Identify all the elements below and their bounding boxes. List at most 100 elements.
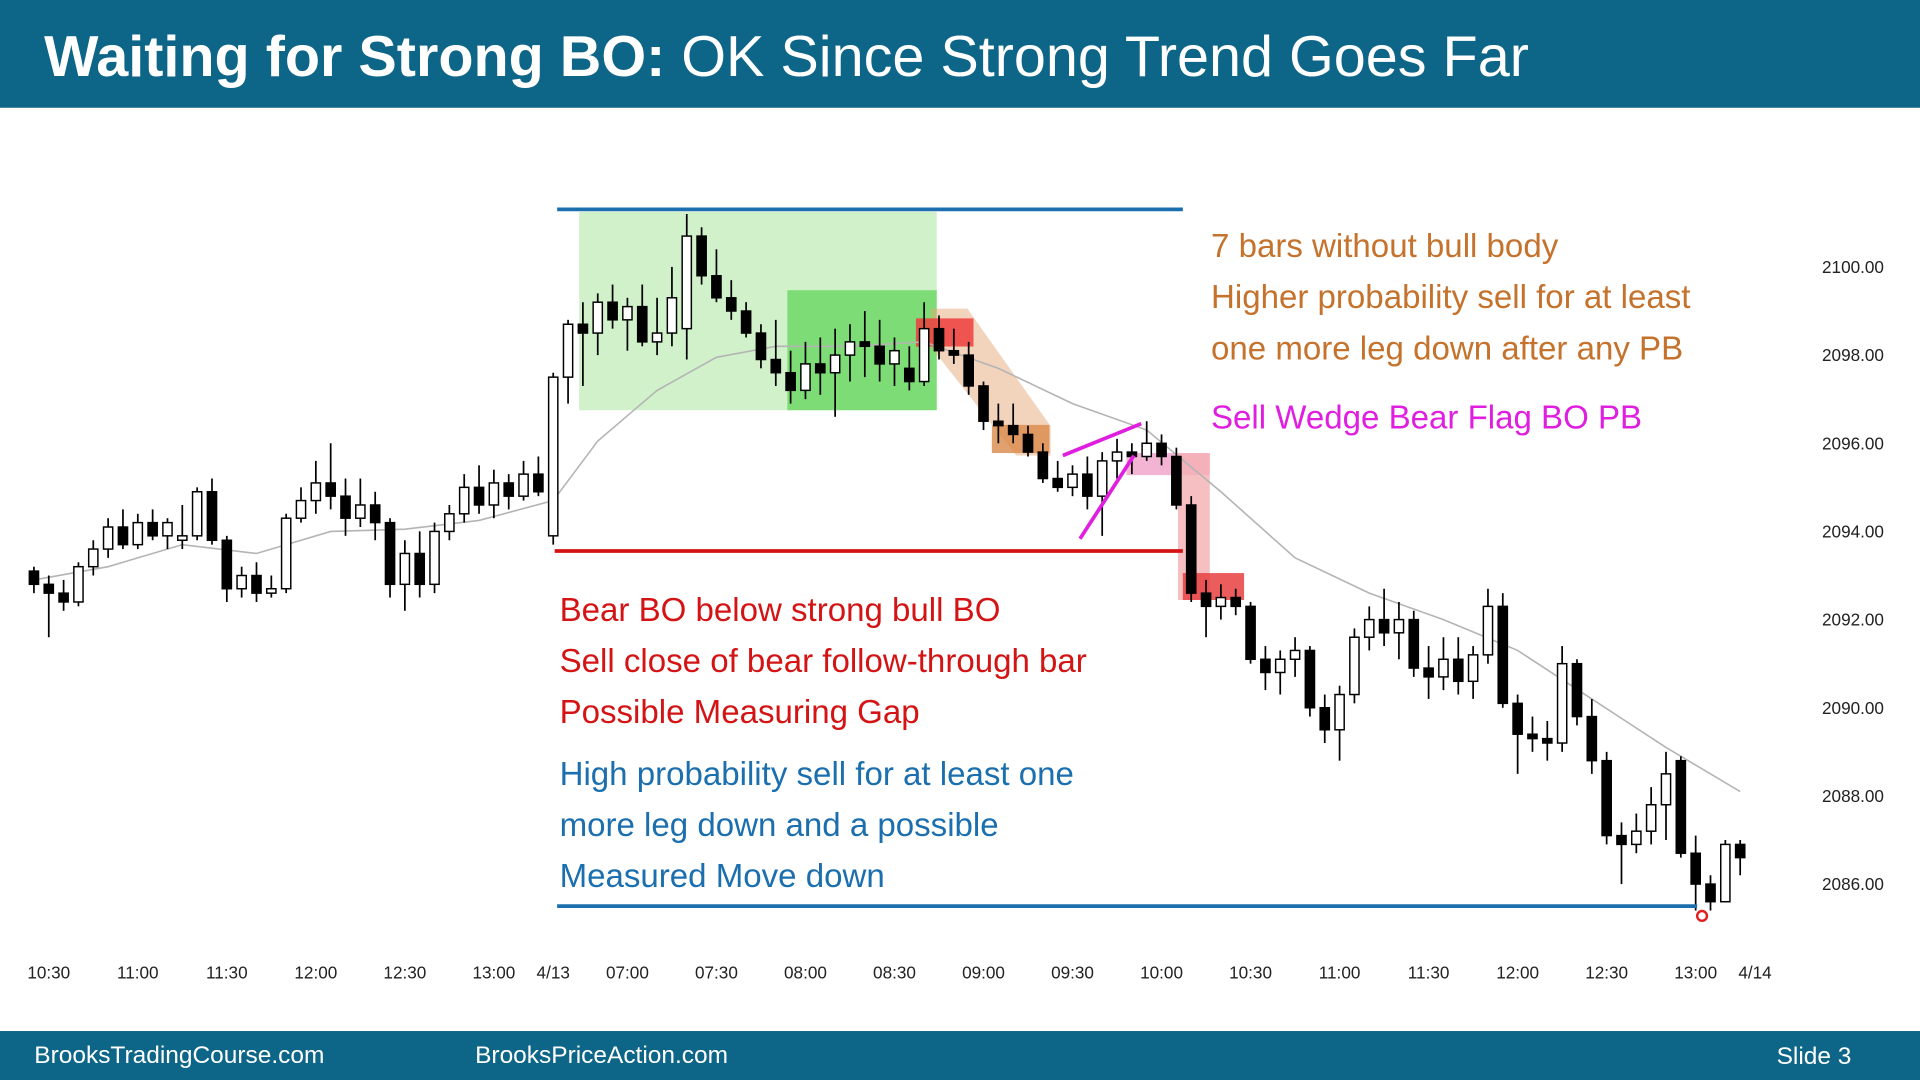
x-tick-label: 09:30 xyxy=(1051,962,1094,982)
candle-body-down xyxy=(1304,649,1316,709)
candle-body-down xyxy=(325,482,337,497)
x-tick-label: 12:30 xyxy=(1585,962,1628,982)
candle-body-down xyxy=(740,310,752,334)
candle-body-down xyxy=(1185,504,1197,594)
candle-body-down xyxy=(1586,715,1598,762)
candle-body-up xyxy=(162,521,173,537)
candle-body-up xyxy=(562,323,574,378)
candle-body-up xyxy=(191,491,203,537)
x-tick-label: 11:30 xyxy=(206,962,248,982)
candle-body-up xyxy=(355,504,366,519)
candle-body-up xyxy=(399,552,411,586)
candle-body-up xyxy=(102,526,114,550)
x-tick-label: 12:30 xyxy=(383,962,426,982)
candle-body-down xyxy=(58,592,69,603)
title-bold: Waiting for Strong BO: xyxy=(44,25,665,89)
target-dot xyxy=(1695,909,1709,923)
candle-body-down xyxy=(1319,707,1331,731)
orange-box xyxy=(991,424,1050,454)
candle-body-down xyxy=(1527,733,1538,740)
candle-body-up xyxy=(666,297,678,334)
candle-body-down xyxy=(1052,477,1064,489)
candle-body-down xyxy=(1497,605,1509,705)
candle-body-up xyxy=(1645,804,1657,832)
annotation-line: Higher probability sell for at least xyxy=(1211,279,1690,316)
candle-body-up xyxy=(547,376,559,537)
x-tick-label: 09:00 xyxy=(962,962,1005,982)
candle-body-up xyxy=(310,482,322,502)
candle-body-up xyxy=(1438,658,1449,678)
candle-body-down xyxy=(206,491,218,541)
x-tick-label: 11:00 xyxy=(117,962,159,982)
annotation-line: High probability sell for at least one xyxy=(560,756,1074,793)
candle-body-down xyxy=(1260,658,1271,674)
x-tick-label: 13:00 xyxy=(1674,962,1717,982)
candle-body-up xyxy=(458,486,470,515)
candle-body-up xyxy=(73,565,84,603)
candle-body-down xyxy=(414,552,426,586)
candle-body-up xyxy=(800,363,811,392)
candle-body-down xyxy=(859,341,871,348)
candle-body-up xyxy=(681,235,693,330)
candle-body-down xyxy=(1082,473,1093,497)
candle-body-up xyxy=(132,521,144,546)
y-tick-label: 2098.00 xyxy=(1822,345,1884,365)
footer-left: BrooksTradingCourse.com xyxy=(34,1042,324,1069)
candle-body-down xyxy=(1512,702,1523,735)
candle-body-down xyxy=(755,332,767,361)
wedge-lower xyxy=(1078,454,1136,540)
footer-middle: BrooksPriceAction.com xyxy=(475,1042,728,1069)
candle-body-down xyxy=(28,570,40,586)
candle-body-up xyxy=(176,535,188,541)
x-tick-label: 07:00 xyxy=(606,962,649,982)
x-tick-label: 4/13 xyxy=(537,962,570,982)
candle-body-down xyxy=(1245,605,1256,661)
annotation-line: Sell Wedge Bear Flag BO PB xyxy=(1211,400,1642,437)
candle-body-down xyxy=(1616,834,1627,846)
candle-body-up xyxy=(295,499,307,519)
candle-body-up xyxy=(444,513,455,533)
candle-body-up xyxy=(1334,693,1345,731)
candle-body-down xyxy=(785,371,796,392)
candle-body-up xyxy=(1393,618,1405,634)
candle-body-down xyxy=(503,482,515,497)
y-tick-label: 2096.00 xyxy=(1822,433,1884,453)
candle-body-down xyxy=(340,495,351,519)
candle-body-up xyxy=(1363,618,1375,638)
y-tick-label: 2086.00 xyxy=(1822,874,1884,894)
annotation-line: 7 bars without bull body xyxy=(1211,228,1559,265)
candle-body-down xyxy=(1690,852,1702,885)
annotation-line: Possible Measuring Gap xyxy=(560,694,920,731)
y-tick-label: 2094.00 xyxy=(1822,522,1884,542)
x-tick-label: 13:00 xyxy=(472,962,515,982)
x-tick-label: 11:30 xyxy=(1408,962,1450,982)
x-tick-label: 08:00 xyxy=(784,962,827,982)
title-rest: OK Since Strong Trend Goes Far xyxy=(681,25,1529,89)
y-tick-label: 2100.00 xyxy=(1822,257,1884,277)
candle-body-up xyxy=(429,530,440,586)
candle-body-down xyxy=(993,420,1004,427)
candle-body-down xyxy=(473,486,485,506)
candle-body-down xyxy=(1452,658,1464,683)
wedge-upper xyxy=(1062,421,1142,458)
candle-body-down xyxy=(1156,442,1167,458)
annotation-line: Sell close of bear follow-through bar xyxy=(560,643,1087,680)
header-bar xyxy=(0,0,1920,108)
candle-body-down xyxy=(43,583,55,594)
x-tick-label: 12:00 xyxy=(294,962,337,982)
x-tick-label: 07:30 xyxy=(695,962,738,982)
candle-body-down xyxy=(1408,618,1420,669)
candle-body-down xyxy=(1037,451,1049,480)
footer-bar xyxy=(0,1031,1920,1080)
candle-body-down xyxy=(963,354,974,387)
candle-body-down xyxy=(636,305,648,343)
candle-body-down xyxy=(948,349,960,356)
candle-body-up xyxy=(1660,773,1672,806)
candle-body-up xyxy=(844,341,856,356)
candle-body-up xyxy=(1289,649,1301,661)
candle-body-down xyxy=(1022,433,1034,453)
candle-body-down xyxy=(221,539,233,590)
